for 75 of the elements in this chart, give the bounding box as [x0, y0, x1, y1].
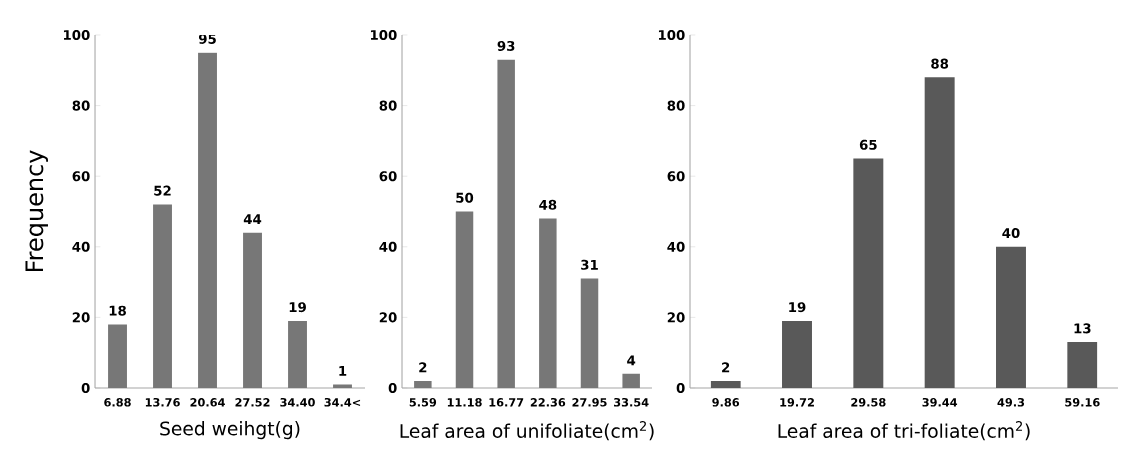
bar [243, 232, 262, 388]
data-label: 44 [243, 214, 262, 224]
data-label: 19 [289, 302, 306, 313]
x-tick-label: 9.86 [712, 398, 740, 407]
data-label: 52 [154, 185, 171, 196]
x-axis-title: Seed weihgt(g) [160, 421, 300, 440]
data-label: 1 [339, 366, 347, 376]
x-tick-label: 13.76 [145, 398, 180, 407]
y-tick-label: 80 [72, 100, 90, 111]
y-tick-label: 0 [676, 382, 685, 394]
data-label: 93 [497, 40, 515, 51]
y-tick-label: 100 [63, 29, 90, 41]
x-tick-label: 29.58 [851, 398, 886, 407]
bar [288, 320, 307, 388]
bar [539, 218, 557, 388]
x-tick-label: 6.88 [104, 398, 131, 407]
bar [333, 384, 352, 388]
bar [198, 52, 217, 388]
data-label: 4 [627, 355, 636, 366]
bar [924, 77, 955, 388]
y-tick-label: 0 [81, 382, 90, 394]
y-tick-label: 100 [658, 29, 685, 41]
x-tick-label: 49.3 [997, 398, 1025, 407]
x-tick-label: 22.36 [530, 398, 566, 407]
x-tick-label: 27.52 [235, 398, 270, 407]
y-tick-label: 20 [667, 312, 685, 323]
x-axis-title: Leaf area of unifoliate(cm$^{2}$) [400, 421, 654, 441]
y-tick-label: 60 [667, 171, 685, 182]
data-label: 40 [1002, 227, 1020, 239]
x-axis-title: Leaf area of tri-foliate(cm$^{2}$) [778, 421, 1030, 441]
data-label: 50 [456, 192, 474, 203]
x-tick-label: 16.77 [489, 398, 524, 407]
data-label: 2 [722, 362, 730, 373]
data-label: 2 [419, 362, 427, 373]
bar [710, 380, 741, 388]
bar [1067, 342, 1098, 388]
x-tick-label: 20.64 [190, 398, 225, 407]
data-label: 31 [581, 259, 598, 270]
bar [455, 211, 474, 388]
y-tick-label: 60 [379, 171, 397, 182]
bar [580, 278, 599, 388]
bar [153, 204, 172, 388]
x-tick-label: 39.44 [922, 398, 958, 407]
bar [782, 320, 812, 388]
data-label: 19 [789, 302, 806, 313]
data-label: 48 [539, 199, 557, 210]
bar [853, 158, 884, 388]
y-tick-label: 20 [72, 312, 90, 323]
data-label: 18 [109, 305, 126, 316]
y-axis-title: Frequency [25, 150, 48, 272]
y-tick-label: 80 [379, 100, 397, 111]
bar [622, 373, 640, 388]
x-tick-label: 34.40 [280, 398, 315, 407]
y-tick-label: 40 [379, 241, 397, 252]
x-tick-label: 59.16 [1065, 398, 1100, 407]
data-label: 65 [859, 139, 877, 150]
data-label: 88 [931, 58, 949, 69]
y-tick-label: 80 [667, 100, 685, 111]
data-label: 13 [1074, 323, 1091, 334]
x-tick-label: 19.72 [780, 398, 814, 407]
bar [996, 246, 1026, 388]
y-tick-label: 40 [72, 241, 90, 252]
x-tick-label: 33.54 [614, 398, 649, 407]
y-tick-label: 0 [388, 382, 397, 394]
bar [108, 324, 127, 388]
x-tick-label: 27.95 [572, 398, 607, 407]
y-tick-label: 100 [370, 29, 397, 41]
y-tick-label: 20 [379, 312, 397, 323]
x-tick-label: 34.4< [324, 398, 361, 407]
y-tick-label: 60 [72, 171, 90, 182]
x-tick-label: 5.59 [409, 398, 437, 407]
x-tick-label: 11.18 [447, 398, 482, 407]
bar [497, 59, 515, 388]
bar [414, 380, 432, 388]
y-tick-label: 40 [667, 241, 685, 252]
